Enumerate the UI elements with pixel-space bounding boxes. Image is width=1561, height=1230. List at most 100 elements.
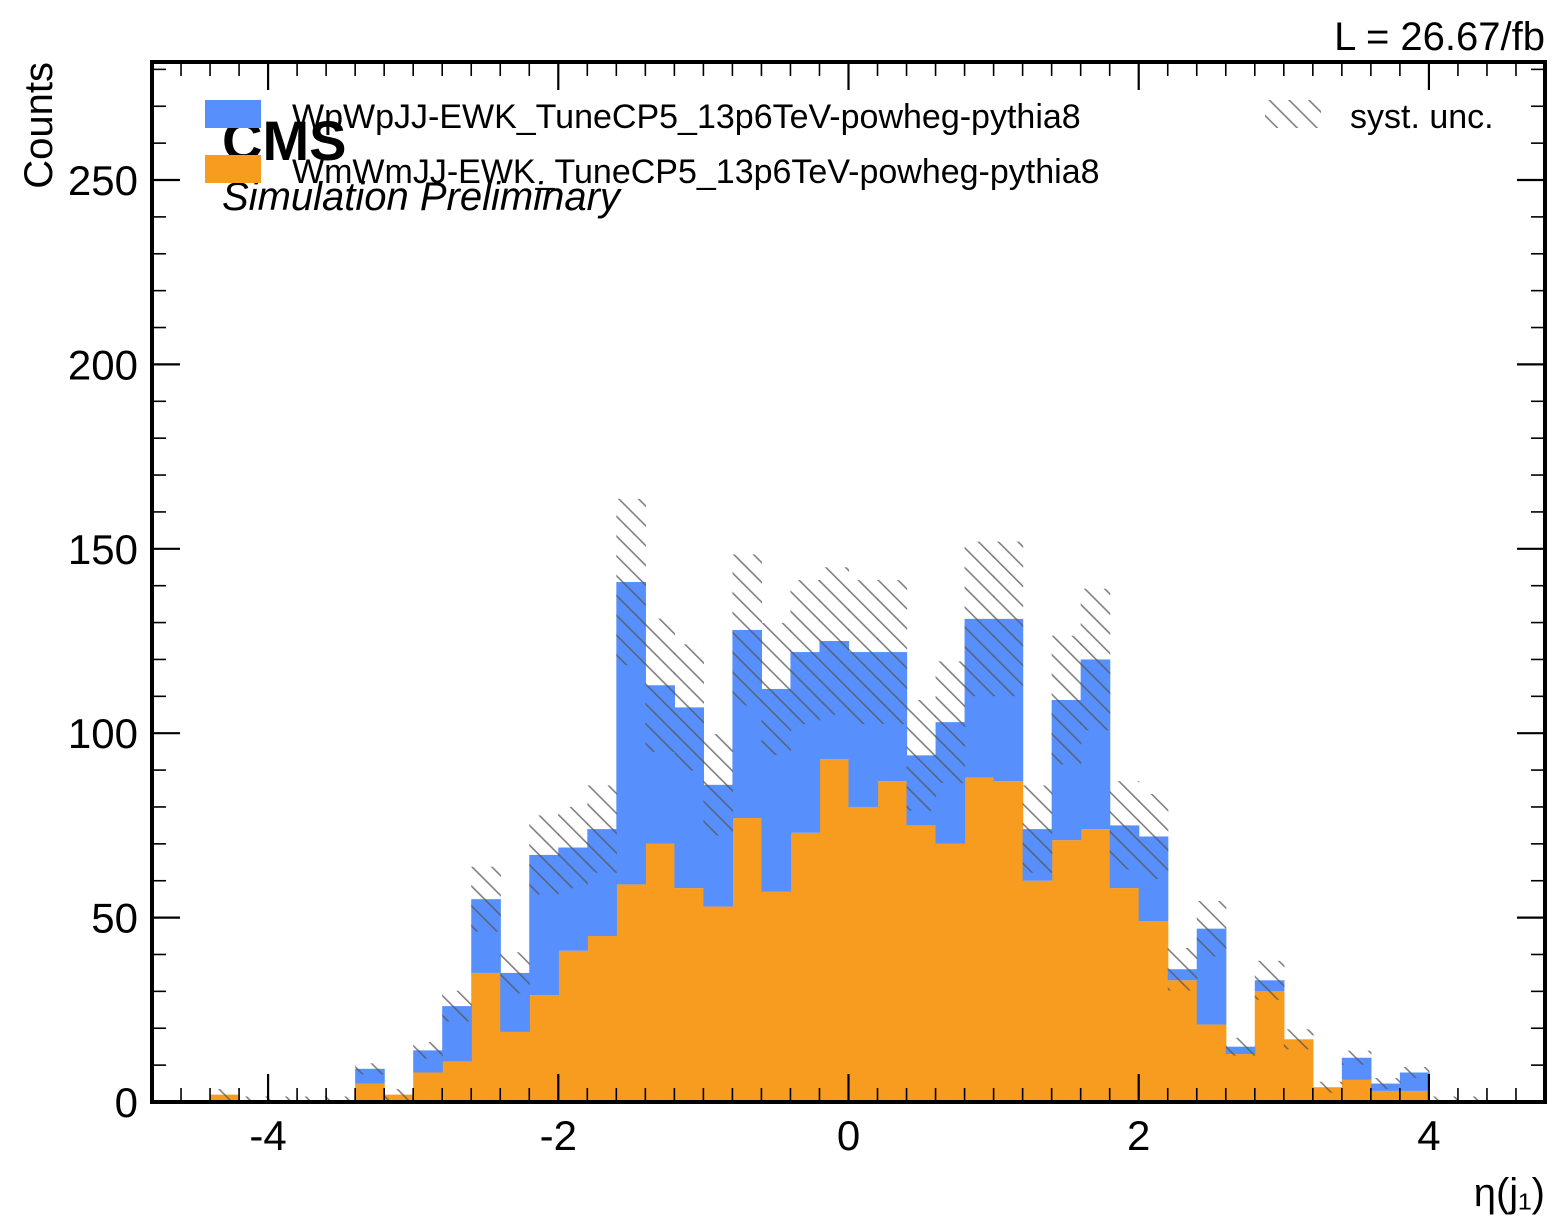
bar-wmwmjj [877,781,908,1102]
syst-unc-box [616,498,646,666]
legend: WpWpJJ-EWK_TuneCP5_13p6TeV-powheg-pythia… [205,98,1494,191]
bar-wmwmjj [1399,1090,1430,1102]
syst-unc-box [500,952,530,994]
x-axis-title: η(j₁) [1474,1171,1545,1215]
y-tick-label: 150 [68,526,138,573]
bar-wmwmjj [732,818,763,1102]
syst-unc-box [1109,781,1140,870]
bar-wmwmjj [703,906,734,1102]
bar-wmwmjj [993,781,1024,1102]
y-tick-label: 50 [91,895,138,942]
bar-wmwmjj [1370,1090,1401,1102]
bar-wmwmjj [1080,829,1111,1102]
bar-wmwmjj [674,888,704,1102]
syst-unc-box [413,1042,443,1059]
syst-unc-box [1051,635,1082,765]
x-tick-label: -4 [249,1112,286,1159]
bar-wmwmjj [529,995,559,1102]
syst-unc-box [1399,1066,1430,1079]
bar-wmwmjj [587,936,617,1102]
syst-unc-box [732,554,763,706]
syst-unc-box [906,699,937,811]
legend-swatch-wpwpjj [205,100,261,128]
legend-label-wmwmjj: WmWmJJ-EWK_TuneCP5_13p6TeV-powheg-pythia… [292,153,1100,191]
syst-unc-box [703,734,734,836]
legend-label-wpwpjj: WpWpJJ-EWK_TuneCP5_13p6TeV-powheg-pythia… [292,98,1081,136]
syst-unc-box [1457,1096,1488,1102]
syst-unc-box [1196,900,1227,957]
bar-wmwmjj [1283,1039,1314,1102]
plot-frame [150,60,1547,1104]
x-tick-labels: -4 -2 0 2 4 [249,1112,1440,1159]
legend-swatch-wmwmjj [205,155,261,183]
x-tick-label: -2 [540,1112,577,1159]
bar-wmwmjj [1051,840,1082,1102]
bar-wmwmjj [819,759,850,1102]
syst-unc-box [674,644,704,771]
syst-unc-box [558,806,588,889]
bar-wmwmjj [1022,880,1053,1102]
syst-unc-box [1022,785,1053,873]
syst-unc-box [1341,1050,1372,1065]
bar-wmwmjj [1225,1054,1256,1102]
syst-unc-box [819,567,850,715]
syst-unc-box [529,815,559,895]
syst-unc-box [645,618,675,752]
syst-unc-box [993,541,1024,697]
y-tick-label: 100 [68,710,138,757]
syst-unc-box [239,1096,269,1102]
syst-unc-box [790,580,821,725]
bar-wmwmjj [790,832,821,1102]
syst-unc-box [471,866,501,932]
y-axis-title: Counts [17,62,61,189]
legend-swatch-syst-unc [1265,100,1321,128]
syst-unc-box [761,622,792,756]
bar-wmwmjj [1196,1024,1227,1102]
cms-sublabel: Simulation Preliminary [222,175,623,219]
bar-wmwmjj [761,891,792,1102]
legend-label-syst-unc: syst. unc. [1350,98,1494,136]
y-tick-labels: 0 50 100 150 200 250 [68,157,138,1126]
syst-unc-box [268,1096,298,1102]
bar-wmwmjj [1341,1079,1372,1102]
bar-wmwmjj [1167,980,1198,1102]
syst-unc-box [848,580,879,725]
syst-unc-box [384,1089,414,1101]
bar-wmwmjj [645,843,675,1102]
wmwmjj-series [210,759,1430,1102]
syst-unc-box [1167,947,1198,991]
syst-unc-box [442,990,472,1022]
bar-wmwmjj [442,1061,472,1102]
syst-unc-box [1370,1078,1401,1090]
bar-wmwmjj [616,884,646,1102]
y-tick-label: 200 [68,341,138,388]
syst-unc-box [1428,1096,1459,1102]
syst-unc-box [877,580,908,725]
bar-wmwmjj [906,825,937,1102]
bar-wmwmjj [848,806,879,1102]
bar-wmwmjj [355,1083,385,1102]
bar-wmwmjj [935,843,966,1102]
syst-unc-box [1138,793,1169,879]
lumi-label: L = 26.67/fb [1334,15,1545,59]
bar-wmwmjj [1138,921,1169,1102]
syst-unc-box [935,661,966,783]
y-tick-label: 250 [68,157,138,204]
syst-unc-box [1080,588,1111,731]
syst-unc-band [210,498,1488,1102]
bar-wmwmjj [558,950,588,1102]
syst-unc-box [1225,1037,1256,1056]
x-tick-label: 0 [837,1112,860,1159]
syst-unc-box [326,1096,356,1102]
bar-wmwmjj [471,972,501,1102]
bar-wmwmjj [964,777,995,1102]
bar-wmwmjj [1254,991,1285,1102]
bar-wmwmjj [500,1031,530,1102]
syst-unc-box [210,1089,240,1101]
syst-unc-box [1254,960,1285,1000]
syst-unc-box [355,1063,385,1075]
bar-wmwmjj [1109,888,1140,1102]
x-tick-label: 4 [1417,1112,1440,1159]
syst-unc-box [964,541,995,697]
